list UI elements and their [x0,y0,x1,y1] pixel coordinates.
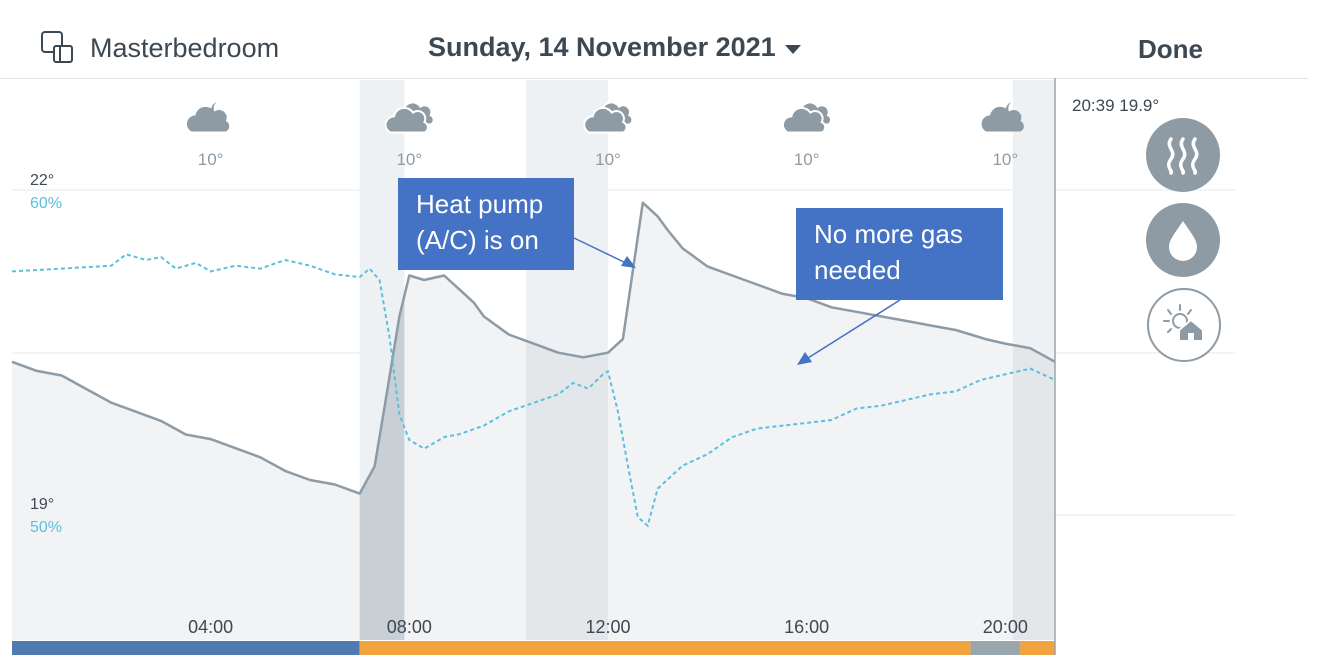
current-temp: 19.9° [1119,96,1160,115]
x-tick-label: 08:00 [387,617,432,637]
temperature-line [11,201,1056,495]
schedule-bar-segment [1020,641,1055,655]
x-tick-label: 04:00 [188,617,233,637]
x-tick-label: 12:00 [585,617,630,637]
humidity-line [11,253,1056,528]
room-devices-icon [41,31,73,63]
schedule-bar-segment [12,641,360,655]
current-time: 20:39 [1072,96,1115,115]
sun-house-icon [1163,304,1204,342]
axis-label-humidity-high: 60% [30,195,62,212]
room-selector[interactable]: Masterbedroom [40,30,279,66]
x-tick-label: 16:00 [784,617,829,637]
cloud-moon-icon [981,106,1024,132]
weather-temp: 10° [992,150,1018,169]
weather-temp: 10° [198,150,224,169]
date-label: Sunday, 14 November 2021 [428,32,776,62]
date-selector[interactable]: Sunday, 14 November 2021 [428,32,801,63]
chevron-down-icon [784,45,801,54]
axis-label-temp-high: 22° [30,172,54,189]
water-drop-icon [1169,221,1197,261]
header: Masterbedroom Sunday, 14 November 2021 D… [0,0,1308,79]
x-tick-label: 20:00 [983,617,1028,637]
weather-temp: 10° [595,150,621,169]
axis-label-temp-low: 19° [30,496,54,513]
callout-arrow-head [797,352,812,365]
weather-temp: 10° [794,150,820,169]
callout-heat-pump: Heat pump (A/C) is on [398,178,574,270]
callout-no-gas: No more gas needed [796,208,1003,300]
clouds-icon [583,106,628,134]
done-button[interactable]: Done [1138,34,1203,64]
heat-waves-icon [1167,137,1199,175]
axis-label-humidity-low: 50% [30,519,62,536]
clouds-icon [781,106,827,134]
callout-arrow-head [621,256,636,268]
heating-mode-button[interactable] [1146,118,1220,192]
outdoor-mode-button[interactable] [1147,288,1221,362]
callout-arrow-line [807,299,901,359]
humidity-mode-button[interactable] [1146,203,1220,277]
callout-arrow-line [573,237,629,265]
schedule-bar-segment [359,641,971,655]
room-name: Masterbedroom [90,32,280,63]
current-reading: 20:39 19.9° [1072,96,1159,116]
cloud-moon-icon [186,106,230,132]
clouds-icon [384,106,429,134]
weather-temp: 10° [396,150,422,169]
schedule-bar-segment [970,641,1021,655]
